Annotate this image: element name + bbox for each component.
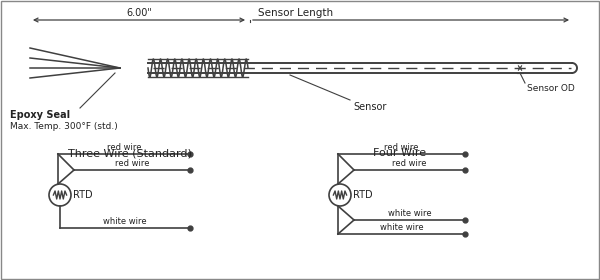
Text: red wire: red wire	[392, 159, 427, 168]
Text: red wire: red wire	[384, 143, 419, 152]
Text: white wire: white wire	[380, 223, 424, 232]
Text: Sensor Length: Sensor Length	[258, 8, 333, 18]
Text: RTD: RTD	[73, 190, 92, 200]
Text: Epoxy Seal: Epoxy Seal	[10, 110, 70, 120]
Text: Sensor: Sensor	[353, 102, 386, 112]
Text: red wire: red wire	[115, 159, 149, 168]
Text: Three Wire (Standard): Three Wire (Standard)	[68, 148, 192, 158]
Text: Four Wire: Four Wire	[373, 148, 427, 158]
Text: white wire: white wire	[388, 209, 431, 218]
Text: red wire: red wire	[107, 143, 141, 152]
Text: Sensor OD: Sensor OD	[527, 84, 575, 93]
Text: Max. Temp. 300°F (std.): Max. Temp. 300°F (std.)	[10, 122, 118, 131]
Text: RTD: RTD	[353, 190, 373, 200]
Text: 6.00": 6.00"	[126, 8, 152, 18]
Text: white wire: white wire	[103, 217, 147, 226]
